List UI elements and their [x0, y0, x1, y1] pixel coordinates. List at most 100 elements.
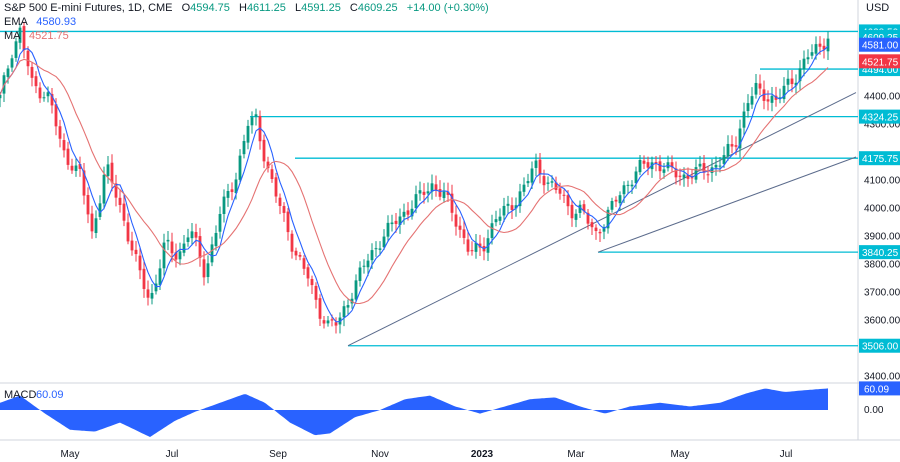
price-badge-ma-text: 4521.75	[862, 57, 899, 68]
candle-body	[282, 206, 286, 213]
level-badge-text: 3840.25	[862, 248, 899, 259]
close-label: C	[349, 2, 358, 14]
ma-label: MA	[4, 30, 20, 42]
candle-body	[306, 267, 310, 279]
candle-body	[110, 162, 114, 183]
candle-body	[550, 181, 554, 183]
candle-body	[290, 233, 294, 252]
candle-body	[38, 87, 42, 99]
candle-body	[310, 279, 314, 286]
candle-body	[466, 239, 470, 252]
y-tick-label: 3800.00	[864, 259, 900, 270]
candle-body	[454, 214, 458, 227]
candle-body	[450, 193, 454, 213]
candle-body	[714, 164, 718, 168]
candle-body	[262, 139, 266, 162]
candle-body	[590, 222, 594, 228]
level-badge	[859, 245, 900, 260]
low-label: L	[294, 2, 302, 14]
candle-body	[190, 231, 194, 239]
candle-body	[718, 165, 722, 167]
y-tick-label: 3400.00	[864, 371, 900, 382]
candle-body	[102, 174, 106, 204]
candle-body	[230, 189, 234, 193]
candle-body	[114, 183, 118, 198]
candle-body	[46, 92, 50, 97]
candle-body	[294, 250, 298, 256]
candle-body	[302, 258, 306, 269]
candle-body	[126, 222, 130, 242]
candle-body	[810, 52, 814, 56]
candle-body	[238, 155, 242, 180]
candle-body	[162, 242, 166, 269]
candle-body	[618, 195, 622, 204]
candle-body	[566, 195, 570, 207]
candle-body	[50, 93, 54, 106]
trendline	[597, 156, 857, 253]
candle-body	[634, 171, 638, 184]
candle-body	[278, 197, 282, 206]
candle-body	[498, 216, 502, 221]
candle-body	[14, 41, 18, 58]
candle-body	[698, 163, 702, 167]
candle-body	[350, 298, 354, 304]
candle-body	[334, 322, 338, 326]
candle-body	[86, 195, 90, 215]
candle-body	[342, 306, 346, 318]
candle-body	[778, 97, 782, 99]
candle-body	[678, 175, 682, 177]
x-tick-label: Nov	[371, 449, 389, 460]
candle-body	[490, 223, 494, 238]
candle-body	[542, 176, 546, 186]
candle-body	[762, 89, 766, 101]
x-tick-label: Jul	[166, 449, 179, 460]
low-value: 4591.25	[301, 2, 341, 14]
candle-body	[434, 184, 438, 191]
candle-body	[130, 240, 134, 251]
candle-body	[370, 250, 374, 261]
y-tick-label: 4400.00	[864, 91, 900, 102]
price-badge-ema-text: 4581.00	[862, 41, 899, 52]
candle-body	[734, 145, 738, 147]
x-tick-label: Sep	[269, 449, 287, 460]
candle-body	[458, 225, 462, 230]
candle-body	[794, 82, 798, 86]
candle-body	[602, 227, 606, 232]
y-tick-label: 3900.00	[864, 231, 900, 242]
candle-body	[642, 160, 646, 164]
candle-body	[246, 125, 250, 143]
candle-body	[626, 184, 630, 186]
candle-body	[146, 289, 150, 298]
ma-legend[interactable]: MA 4521.75	[4, 30, 69, 42]
candle-body	[210, 244, 214, 263]
candle-body	[822, 45, 826, 50]
y-tick-label: 3700.00	[864, 287, 900, 298]
ma-value: 4521.75	[28, 30, 69, 42]
candle-body	[270, 169, 274, 179]
candle-body	[710, 167, 714, 173]
candle-body	[746, 103, 750, 112]
open-label: O	[181, 2, 191, 14]
macd-badge-text: 60.09	[864, 384, 889, 395]
x-tick-label: 2023	[471, 449, 494, 460]
candle-body	[742, 111, 746, 128]
candle-body	[462, 229, 466, 238]
candle-body	[770, 95, 774, 103]
ma-line	[0, 58, 829, 305]
candle-body	[374, 248, 378, 250]
candle-body	[118, 197, 122, 206]
ema-legend[interactable]: EMA 4580.93	[4, 16, 76, 28]
candle-body	[142, 268, 146, 289]
trendline	[347, 92, 857, 347]
candle-body	[706, 174, 710, 176]
candle-body	[174, 252, 178, 260]
x-tick-label: May	[671, 449, 690, 460]
candle-body	[766, 99, 770, 102]
ema-value: 4580.93	[36, 16, 77, 28]
candle-body	[510, 205, 514, 211]
candle-body	[166, 239, 170, 242]
candle-body	[98, 203, 102, 217]
candle-body	[158, 268, 162, 285]
candle-body	[318, 298, 322, 319]
